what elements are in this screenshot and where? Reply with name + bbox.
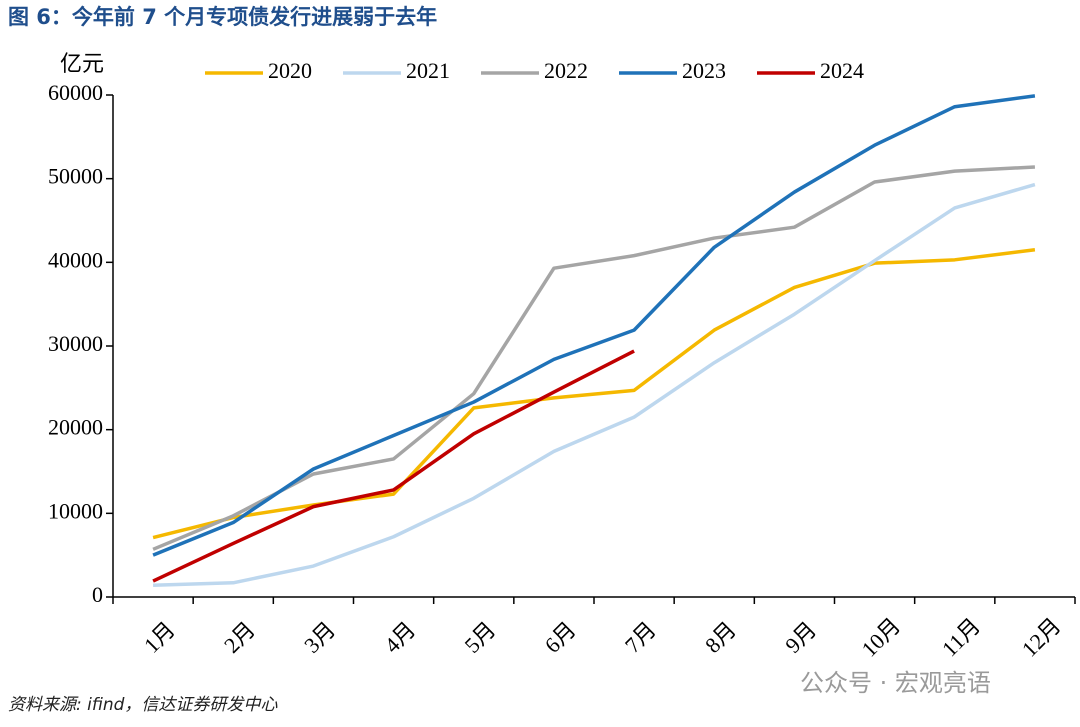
legend-label: 2024 xyxy=(820,58,864,83)
y-tick-label: 30000 xyxy=(48,331,103,356)
line-series xyxy=(152,349,635,583)
y-tick-label: 0 xyxy=(92,582,103,607)
x-tick-label: 7月 xyxy=(620,617,661,658)
legend-label: 2021 xyxy=(406,58,450,83)
x-tick-label: 9月 xyxy=(780,617,821,658)
x-tick-label: 5月 xyxy=(460,617,501,658)
source: 资料来源: ifind，信达证券研发中心 xyxy=(8,695,278,715)
y-tick-label: 40000 xyxy=(48,247,103,272)
y-tick-label: 50000 xyxy=(48,164,103,189)
y-tick-label: 20000 xyxy=(48,415,103,440)
y-axis-label: 亿元 xyxy=(60,51,104,76)
line-series xyxy=(153,182,1036,588)
x-tick-label: 12月 xyxy=(1017,613,1066,662)
y-tick-label: 60000 xyxy=(48,80,103,105)
x-tick-label: 6月 xyxy=(540,617,581,658)
legend-label: 2022 xyxy=(544,58,588,83)
chart-title: 图 6：今年前 7 个月专项债发行进展弱于去年 xyxy=(8,5,437,29)
line-series xyxy=(152,94,1036,557)
x-tick-label: 4月 xyxy=(379,617,420,658)
legend-label: 2023 xyxy=(682,58,726,83)
legend-label: 2020 xyxy=(268,58,312,83)
x-tick-label: 3月 xyxy=(299,617,340,658)
watermark: 公众号 · 宏观亮语 xyxy=(800,669,991,697)
y-tick-label: 10000 xyxy=(48,498,103,523)
x-tick-label: 1月 xyxy=(139,617,180,658)
line-series xyxy=(152,248,1036,540)
x-tick-label: 8月 xyxy=(700,617,741,658)
x-tick-label: 11月 xyxy=(937,613,985,661)
x-tick-label: 2月 xyxy=(219,617,260,658)
x-tick-label: 10月 xyxy=(856,613,905,662)
line-series xyxy=(152,165,1036,551)
